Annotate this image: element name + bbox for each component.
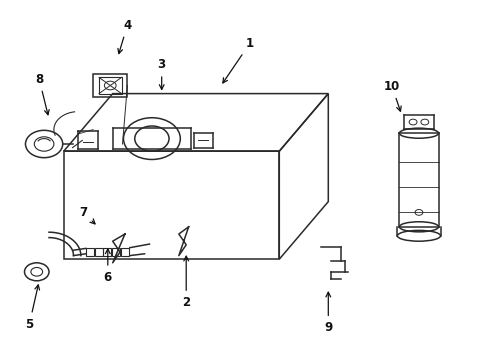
Bar (121, 248, 129, 256)
Bar (103, 248, 111, 256)
Text: 6: 6 (104, 249, 112, 284)
Text: 2: 2 (182, 256, 190, 309)
Bar (86, 248, 94, 256)
Text: 7: 7 (79, 206, 95, 224)
Bar (95, 248, 102, 256)
Text: 5: 5 (25, 285, 40, 330)
Text: 1: 1 (223, 37, 254, 83)
Bar (112, 248, 120, 256)
Bar (93, 74, 127, 97)
Text: 10: 10 (384, 80, 401, 111)
Text: 3: 3 (158, 58, 166, 89)
Text: 8: 8 (35, 73, 49, 115)
Text: 9: 9 (324, 292, 332, 334)
Text: 4: 4 (118, 19, 131, 54)
Bar (99, 77, 122, 94)
